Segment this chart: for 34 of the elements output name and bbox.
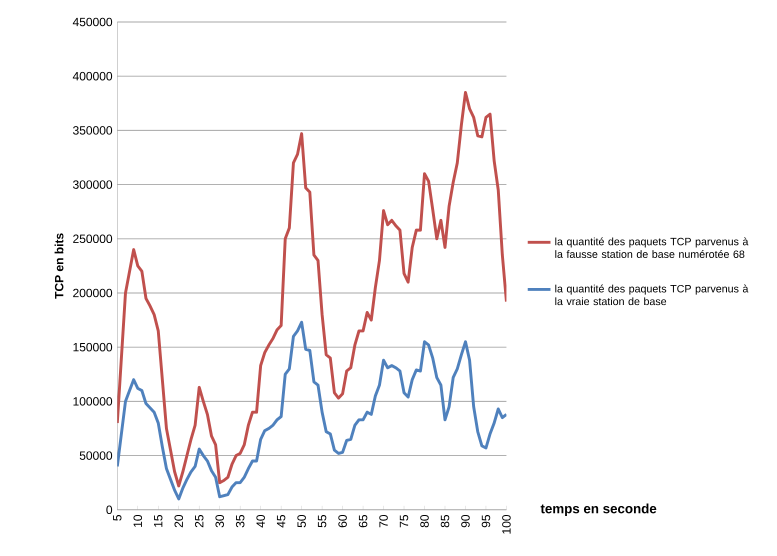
x-tick-label: 55 (318, 515, 326, 528)
y-tick-label: 50000 (80, 451, 112, 460)
x-tick-label: 60 (338, 515, 347, 528)
x-tick-label: 85 (440, 515, 450, 528)
y-tick-label: 150000 (73, 343, 112, 352)
y-tick-label: 250000 (73, 234, 112, 244)
x-tick-label: 40 (256, 515, 265, 528)
x-tick-label: 5 (113, 515, 122, 521)
x-tick-label: 80 (420, 515, 429, 528)
x-tick-label: 75 (400, 515, 408, 528)
x-tick-label: 50 (297, 515, 306, 528)
y-tick-label: 350000 (73, 126, 112, 135)
legend-label: la quantité des paquets TCP parvenus à la fausse station de base numérotée 68 (555, 237, 748, 258)
x-tick-label: 30 (215, 515, 224, 528)
x-tick-label: 70 (379, 515, 388, 528)
x-axis-title: temps en seconde (540, 504, 656, 516)
x-tick-label: 100 (502, 515, 511, 534)
y-tick-label: 300000 (73, 180, 112, 189)
y-tick-label: 100000 (73, 397, 112, 406)
x-tick-label: 10 (134, 515, 142, 528)
x-tick-label: 65 (358, 515, 368, 528)
y-tick-label: 0 (106, 506, 112, 514)
x-tick-label: 25 (194, 515, 204, 528)
y-tick-label: 400000 (72, 72, 112, 81)
y-tick-label: 200000 (73, 288, 112, 298)
x-tick-label: 90 (461, 515, 470, 528)
y-tick-label: 450000 (72, 18, 112, 26)
x-tick-label: 20 (174, 515, 183, 528)
y-axis-title: TCP en bits (54, 234, 64, 299)
x-tick-label: 95 (482, 515, 490, 528)
x-tick-label: 35 (236, 515, 244, 528)
legend-label: la quantité des paquets TCP parvenus à la vraie station de base (555, 284, 748, 306)
x-tick-label: 15 (154, 515, 162, 528)
x-tick-label: 45 (276, 515, 286, 528)
